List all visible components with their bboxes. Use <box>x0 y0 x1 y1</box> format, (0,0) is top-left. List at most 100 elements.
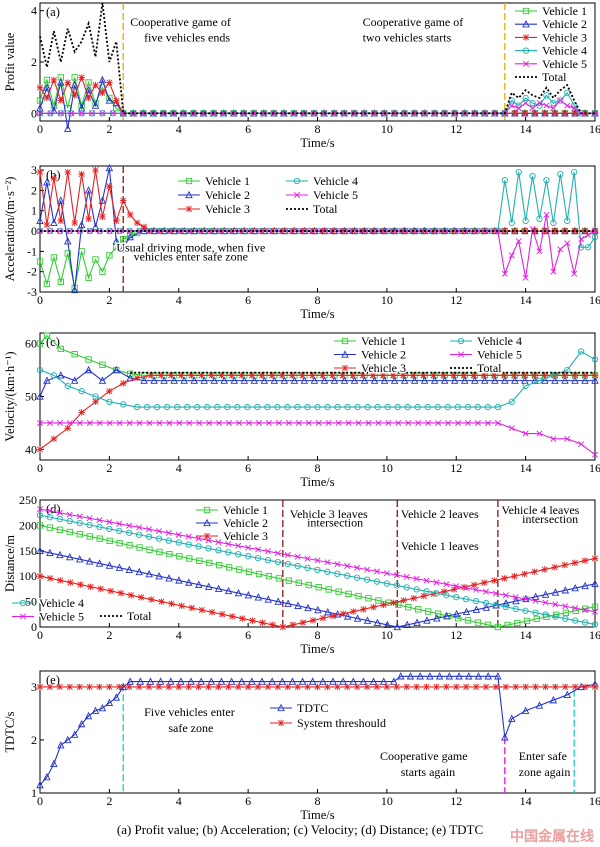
data-point <box>156 677 165 685</box>
data-point <box>99 268 106 275</box>
y-tick-label: -3 <box>27 285 37 299</box>
legend-marker <box>341 364 349 372</box>
data-point <box>508 425 515 432</box>
data-point <box>581 619 589 626</box>
data-point <box>91 706 100 714</box>
data-point <box>557 246 564 253</box>
data-point <box>175 531 182 538</box>
data-point <box>157 372 165 379</box>
data-point <box>334 561 341 568</box>
data-point <box>279 623 287 631</box>
legend-label: Vehicle 2 <box>361 348 406 362</box>
data-point <box>522 595 529 602</box>
data-point <box>78 388 85 395</box>
data-point <box>274 597 282 605</box>
data-point <box>591 621 599 628</box>
data-point <box>445 672 454 680</box>
data-point <box>384 403 391 411</box>
data-point <box>455 228 462 235</box>
y-tick-label: 250 <box>19 493 37 507</box>
data-point <box>96 517 103 524</box>
legend-entry: Vehicle 3 <box>178 201 251 218</box>
data-point <box>433 579 440 586</box>
data-point <box>274 550 281 557</box>
x-tick-label: 8 <box>315 293 321 307</box>
y-tick-label: 0 <box>31 224 37 238</box>
x-tick-label: 8 <box>315 794 321 808</box>
data-point <box>64 382 71 390</box>
data-point <box>70 730 79 738</box>
data-point <box>521 570 528 578</box>
data-point <box>36 366 44 374</box>
data-point <box>125 683 133 691</box>
data-point <box>365 419 372 426</box>
data-point <box>319 677 327 685</box>
data-point <box>106 388 113 395</box>
data-point <box>175 683 182 691</box>
series-vehicle-3 <box>36 372 599 453</box>
data-point <box>284 403 291 411</box>
data-point <box>258 677 266 685</box>
legend-marker <box>522 20 530 28</box>
data-point <box>324 559 331 566</box>
data-point <box>249 617 256 624</box>
data-point <box>244 683 252 691</box>
legend-entry: Vehicle 1 <box>178 173 251 190</box>
data-point <box>50 76 58 84</box>
data-point <box>522 430 529 437</box>
data-point <box>353 683 361 691</box>
legend-marker <box>277 719 285 727</box>
data-point <box>557 97 564 104</box>
data-point <box>280 376 289 384</box>
data-point <box>98 703 107 712</box>
series-vehicle-2 <box>36 546 599 631</box>
data-point <box>250 376 259 384</box>
data-point <box>561 372 568 379</box>
data-point <box>415 606 422 613</box>
annotation-text: zone again <box>519 765 571 779</box>
legend-entry: Vehicle 4 <box>515 42 588 59</box>
x-tick-label: 10 <box>381 122 393 136</box>
data-point <box>194 403 201 411</box>
data-point <box>450 376 459 384</box>
x-tick-label: 16 <box>589 293 600 307</box>
data-point <box>36 780 44 789</box>
data-point <box>145 526 153 533</box>
data-point <box>470 581 478 589</box>
data-point <box>133 219 141 227</box>
data-point <box>99 89 106 96</box>
data-point <box>204 403 211 411</box>
data-point <box>85 557 94 565</box>
data-point <box>120 380 127 387</box>
series-line <box>39 350 596 408</box>
legend-label: Vehicle 3 <box>542 30 587 44</box>
data-point <box>321 110 328 117</box>
data-point <box>394 403 401 411</box>
data-point <box>239 615 246 622</box>
data-point <box>84 186 93 194</box>
data-point <box>66 511 73 518</box>
data-point <box>561 586 570 594</box>
data-point <box>424 403 431 411</box>
data-point <box>148 596 155 603</box>
data-point <box>36 84 44 91</box>
data-point <box>50 372 58 379</box>
data-point <box>536 248 543 255</box>
data-point <box>234 588 243 597</box>
data-point <box>453 683 460 691</box>
data-point <box>220 110 227 117</box>
data-point <box>406 672 415 680</box>
data-point <box>165 537 172 544</box>
y-tick-label: 2 <box>31 733 37 747</box>
data-point <box>541 372 548 379</box>
data-point <box>551 564 558 571</box>
data-point <box>502 592 509 599</box>
data-point <box>344 562 351 569</box>
data-point <box>170 376 178 384</box>
data-point <box>36 340 44 347</box>
data-point <box>36 446 44 453</box>
data-point <box>198 606 206 614</box>
data-point <box>195 535 202 542</box>
data-point <box>373 578 381 585</box>
data-point <box>541 590 550 598</box>
